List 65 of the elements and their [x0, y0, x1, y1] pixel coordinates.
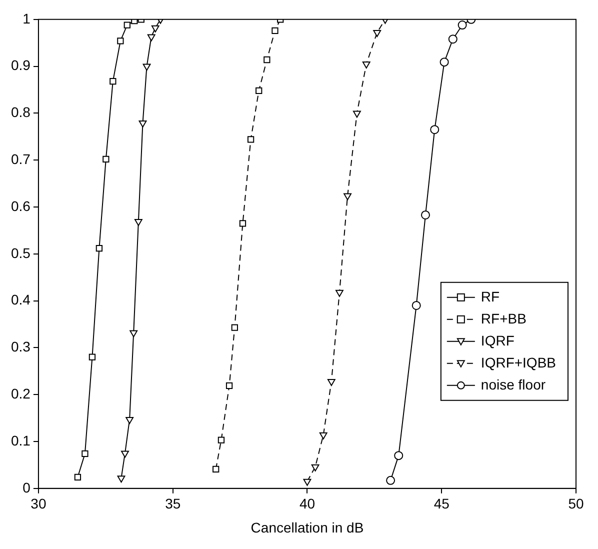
legend-label: RF+BB — [480, 310, 526, 326]
point — [272, 27, 278, 34]
point — [147, 34, 156, 42]
x-tick-label: 45 — [434, 496, 450, 512]
legend-label: RF — [480, 288, 500, 304]
point — [373, 30, 382, 38]
y-tick-label: 0 — [22, 479, 31, 496]
x-axis-title: Cancellation in dB — [250, 519, 364, 536]
y-tick-label: 0.7 — [10, 150, 31, 167]
y-tick-label: 0.2 — [10, 385, 31, 402]
x-tick-label: 30 — [30, 496, 46, 512]
point — [440, 58, 449, 67]
point — [88, 354, 96, 360]
point — [352, 110, 361, 118]
point — [110, 78, 116, 85]
point — [124, 22, 130, 28]
point — [362, 61, 370, 68]
point — [327, 378, 336, 386]
point — [264, 56, 270, 64]
point — [394, 451, 404, 460]
point — [420, 210, 430, 220]
legend-label: IQRF+IQBB — [480, 354, 556, 370]
point — [239, 220, 246, 227]
point — [344, 193, 352, 200]
point — [218, 436, 225, 444]
point — [74, 474, 82, 480]
point — [303, 478, 312, 486]
x-tick-label: 35 — [165, 496, 181, 512]
legend-label: noise floor — [480, 376, 546, 392]
point — [82, 450, 88, 458]
point — [247, 136, 254, 143]
point — [142, 64, 151, 71]
x-tick-label: 40 — [299, 496, 316, 512]
y-tick-label: 0.9 — [10, 57, 31, 74]
point — [231, 324, 238, 331]
y-tick-label: 0.1 — [10, 432, 31, 448]
point — [448, 34, 458, 44]
y-tick-label: 1 — [22, 10, 31, 26]
point — [319, 432, 328, 440]
point — [212, 466, 220, 472]
point — [134, 219, 142, 226]
y-tick-label: 0.5 — [10, 244, 31, 261]
point — [430, 125, 440, 134]
point — [117, 476, 126, 483]
y-tick-label: 0.4 — [10, 292, 31, 308]
point — [336, 290, 344, 297]
point — [126, 416, 134, 424]
point — [386, 476, 396, 485]
point — [121, 450, 129, 458]
point — [412, 300, 421, 310]
x-tick-label: 50 — [568, 496, 584, 512]
point — [117, 38, 124, 44]
point — [138, 120, 147, 128]
point — [226, 382, 233, 390]
point — [151, 25, 160, 32]
point — [256, 87, 262, 94]
point — [102, 156, 110, 162]
legend-label: IQRF — [480, 332, 514, 348]
y-tick-label: 0.6 — [10, 198, 31, 214]
y-tick-label: 0.8 — [10, 104, 31, 120]
point — [311, 464, 320, 472]
y-tick-label: 0.3 — [10, 338, 31, 355]
point — [96, 244, 103, 252]
point — [130, 330, 138, 338]
point — [458, 20, 467, 30]
